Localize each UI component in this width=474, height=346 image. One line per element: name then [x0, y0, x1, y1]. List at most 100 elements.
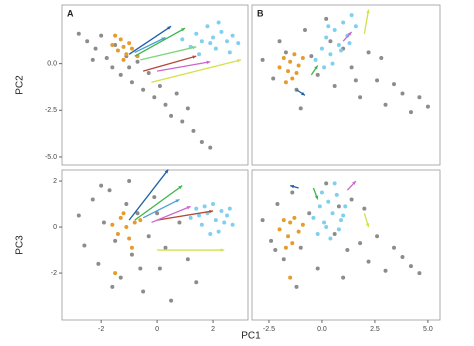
arrow-head: [366, 9, 370, 14]
point: [216, 229, 221, 234]
point: [180, 37, 185, 42]
point: [188, 215, 193, 220]
point: [135, 211, 140, 216]
point: [309, 54, 314, 59]
point: [319, 190, 324, 195]
point: [197, 213, 202, 218]
point: [146, 70, 151, 75]
arrow-head: [209, 209, 214, 214]
point: [341, 20, 346, 25]
point: [129, 80, 134, 85]
point: [400, 91, 405, 96]
point: [296, 63, 301, 68]
point: [169, 298, 174, 303]
arrow-head: [164, 169, 169, 174]
point: [283, 50, 288, 55]
point: [185, 106, 190, 111]
point: [124, 225, 129, 230]
point: [124, 52, 129, 57]
point: [288, 59, 293, 64]
point: [322, 220, 327, 225]
point: [298, 106, 303, 111]
arrow: [134, 36, 166, 54]
point: [174, 91, 179, 96]
arrow-head: [314, 195, 319, 200]
point: [194, 206, 199, 211]
arrow-head: [186, 206, 191, 210]
arrow-head: [220, 248, 225, 252]
point: [113, 271, 118, 276]
point: [205, 24, 210, 29]
point: [199, 140, 204, 145]
point: [275, 202, 280, 207]
x-tick-label: 5.0: [423, 326, 433, 333]
point: [328, 52, 333, 57]
point: [349, 13, 354, 18]
point: [353, 78, 358, 83]
point: [277, 39, 282, 44]
arrow-head: [178, 185, 183, 190]
point: [400, 254, 405, 259]
point: [366, 259, 371, 264]
point: [191, 128, 196, 133]
point: [199, 222, 204, 227]
point: [326, 24, 331, 29]
point: [216, 20, 221, 25]
point: [296, 229, 301, 234]
panel-label: B: [257, 8, 264, 18]
point: [211, 35, 216, 40]
point: [332, 84, 337, 89]
point: [408, 110, 413, 115]
arrow-head: [181, 28, 186, 32]
point: [169, 113, 174, 118]
point: [273, 248, 278, 253]
point: [163, 102, 168, 107]
point: [349, 65, 354, 70]
x-tick-label: -2.5: [263, 326, 275, 333]
point: [76, 213, 81, 218]
arrow-head: [290, 184, 295, 189]
point: [332, 231, 337, 236]
point: [302, 28, 307, 33]
point: [271, 76, 276, 81]
point: [334, 192, 339, 197]
point: [408, 264, 413, 269]
point: [211, 202, 216, 207]
point: [113, 42, 118, 47]
point: [343, 204, 348, 209]
point: [127, 236, 132, 241]
arrow: [140, 46, 197, 61]
point: [326, 199, 331, 204]
point: [288, 275, 293, 280]
point: [345, 248, 350, 253]
point: [138, 218, 143, 223]
arrow: [128, 25, 172, 55]
point: [146, 234, 151, 239]
point: [202, 204, 207, 209]
y-tick-label: -2: [51, 270, 57, 277]
point: [332, 28, 337, 33]
point: [362, 206, 367, 211]
point: [286, 234, 291, 239]
point: [135, 59, 140, 64]
point: [324, 35, 329, 40]
point: [277, 65, 282, 70]
point: [298, 245, 303, 250]
point: [163, 245, 168, 250]
point: [311, 215, 316, 220]
point: [322, 65, 327, 70]
point: [349, 197, 354, 202]
y-tick-label: -5.0: [45, 154, 57, 161]
point: [177, 220, 182, 225]
point: [227, 50, 232, 55]
point: [157, 84, 162, 89]
point: [208, 145, 213, 150]
y-tick-label: 0: [53, 224, 57, 231]
panel: [61, 4, 249, 166]
point: [110, 65, 115, 70]
point: [281, 56, 286, 61]
point: [336, 227, 341, 232]
point: [230, 33, 235, 38]
